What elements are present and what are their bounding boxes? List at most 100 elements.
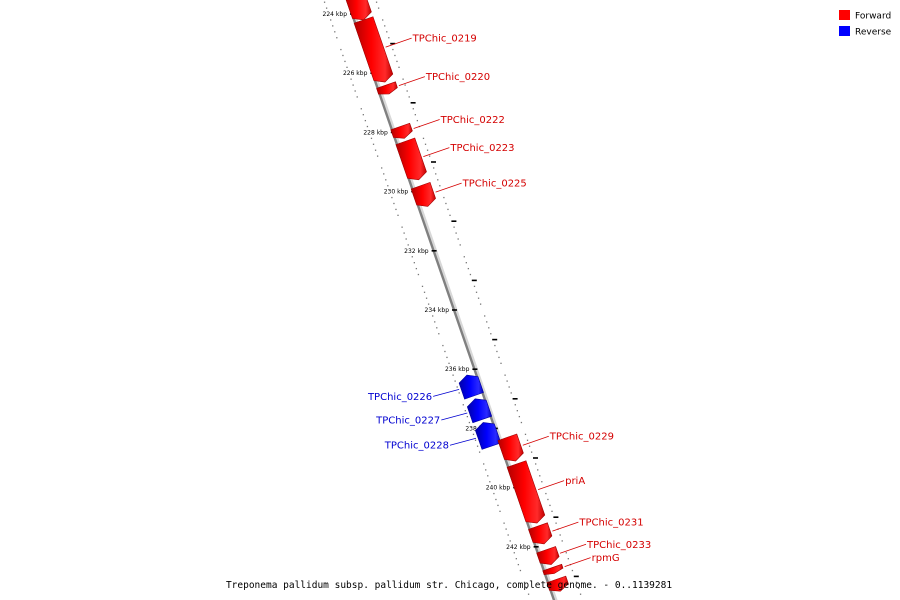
minor-tick-dot	[499, 510, 501, 512]
minor-tick-dot	[515, 558, 517, 560]
minor-tick-dot	[325, 7, 328, 9]
minor-tick-dot	[417, 273, 420, 276]
minor-tick-dot	[405, 238, 407, 240]
minor-tick-dot	[443, 196, 445, 199]
minor-tick-dot	[332, 25, 334, 27]
gene-label-leader	[435, 182, 462, 193]
minor-tick-dot	[547, 498, 549, 501]
genes-layer	[344, 0, 569, 592]
gene-label[interactable]: TPChic_0219	[412, 34, 477, 45]
gene-label[interactable]: TPChic_0233	[586, 540, 651, 551]
tick-label: 230 kbp	[384, 189, 409, 196]
minor-tick-dot	[453, 226, 455, 228]
minor-tick-dot	[479, 303, 482, 305]
gene-arrow[interactable]	[542, 563, 564, 576]
minor-tick-dot	[340, 48, 342, 51]
gene-label[interactable]: TPChic_0222	[440, 115, 505, 126]
minor-tick-dot	[386, 31, 388, 33]
tick-label: 234 kbp	[425, 307, 450, 314]
gene-arrow[interactable]	[458, 374, 484, 400]
minor-tick-dot	[423, 291, 426, 293]
minor-tick-dot	[477, 297, 480, 299]
minor-tick-dot	[559, 534, 561, 536]
gene-label[interactable]: TPChic_0227	[375, 416, 440, 427]
minor-tick-dot	[394, 54, 396, 57]
minor-tick-dot	[513, 552, 515, 554]
minor-tick-dot	[416, 119, 419, 122]
minor-tick-dot	[433, 167, 435, 169]
minor-tick-dot	[494, 344, 496, 347]
minor-tick-dot	[388, 37, 390, 39]
gene-arrow[interactable]	[497, 433, 524, 462]
minor-tick-dot	[541, 481, 543, 483]
minor-tick-dot	[403, 232, 405, 234]
minor-tick-dot	[498, 356, 500, 359]
minor-tick-dot	[447, 208, 449, 211]
gene-arrow[interactable]	[344, 0, 372, 21]
gene-arrow[interactable]	[376, 81, 398, 95]
gene-arrow[interactable]	[475, 422, 502, 450]
minor-tick-dot	[530, 451, 533, 453]
gene-label[interactable]: priA	[565, 476, 585, 487]
minor-tick-dot	[377, 7, 380, 9]
minor-tick-dot	[506, 380, 508, 382]
minor-tick-dot	[464, 410, 466, 412]
minor-tick-dot	[342, 54, 344, 57]
gene-label[interactable]: TPChic_0223	[449, 143, 514, 154]
minor-tick-dot	[366, 125, 369, 128]
gene-label[interactable]: TPChic_0225	[462, 179, 527, 190]
gene-label[interactable]: TPChic_0229	[549, 432, 614, 443]
minor-tick-dot	[436, 327, 438, 329]
minor-tick-dot	[493, 492, 495, 495]
gene-label[interactable]: TPChic_0220	[425, 72, 490, 83]
minor-tick-dot	[527, 593, 530, 595]
minor-tick-dot	[452, 374, 454, 376]
gene-label[interactable]: TPChic_0231	[578, 518, 643, 529]
minor-tick-dot	[352, 84, 354, 86]
minor-tick-dot	[414, 114, 416, 116]
gene-label[interactable]: TPChic_0228	[384, 441, 449, 452]
minor-tick-dot	[457, 238, 459, 240]
minor-tick-dot	[465, 262, 467, 264]
gene-label-leader	[522, 435, 549, 446]
minor-tick-dot	[442, 344, 444, 347]
minor-tick-dot	[425, 297, 428, 299]
minor-tick-dot	[551, 510, 553, 512]
minor-tick-dot	[520, 421, 523, 424]
tick-dots-layer	[323, 1, 582, 595]
gene-label[interactable]: rpmG	[592, 553, 620, 564]
minor-tick-dot	[537, 469, 539, 471]
minor-tick-dot	[549, 504, 551, 507]
genome-caption: Treponema pallidum subsp. pallidum str. …	[226, 580, 672, 591]
minor-tick-dot	[422, 137, 425, 140]
gene-arrow[interactable]	[506, 460, 546, 524]
minor-tick-dot	[374, 149, 377, 151]
minor-tick-dot	[504, 374, 506, 376]
gene-arrow[interactable]	[528, 522, 553, 545]
minor-tick-dot	[575, 581, 578, 584]
gene-arrow[interactable]	[410, 182, 436, 207]
minor-tick-dot	[469, 273, 472, 276]
gene-label[interactable]: TPChic_0226	[367, 392, 432, 403]
minor-tick-dot	[370, 137, 373, 140]
minor-tick-dot	[517, 563, 520, 566]
minor-tick-dot	[497, 504, 499, 507]
minor-tick-dot	[375, 1, 378, 3]
minor-tick-dot	[473, 285, 476, 288]
gene-arrow[interactable]	[466, 398, 493, 424]
gene-arrow[interactable]	[353, 16, 394, 83]
minor-tick-dot	[509, 540, 511, 542]
minor-tick-dot	[466, 415, 469, 418]
gene-arrow[interactable]	[395, 137, 427, 181]
minor-tick-dot	[415, 267, 418, 270]
minor-tick-dot	[395, 208, 397, 211]
minor-tick-dot	[412, 108, 414, 110]
minor-tick-dot	[372, 143, 375, 145]
gene-arrow[interactable]	[546, 575, 569, 592]
gene-arrow[interactable]	[536, 546, 560, 565]
minor-tick-dot	[496, 350, 498, 353]
gene-label-leader	[385, 37, 412, 48]
minor-tick-dot	[505, 528, 507, 530]
minor-tick-dot	[490, 333, 492, 335]
gene-arrow[interactable]	[390, 122, 413, 139]
